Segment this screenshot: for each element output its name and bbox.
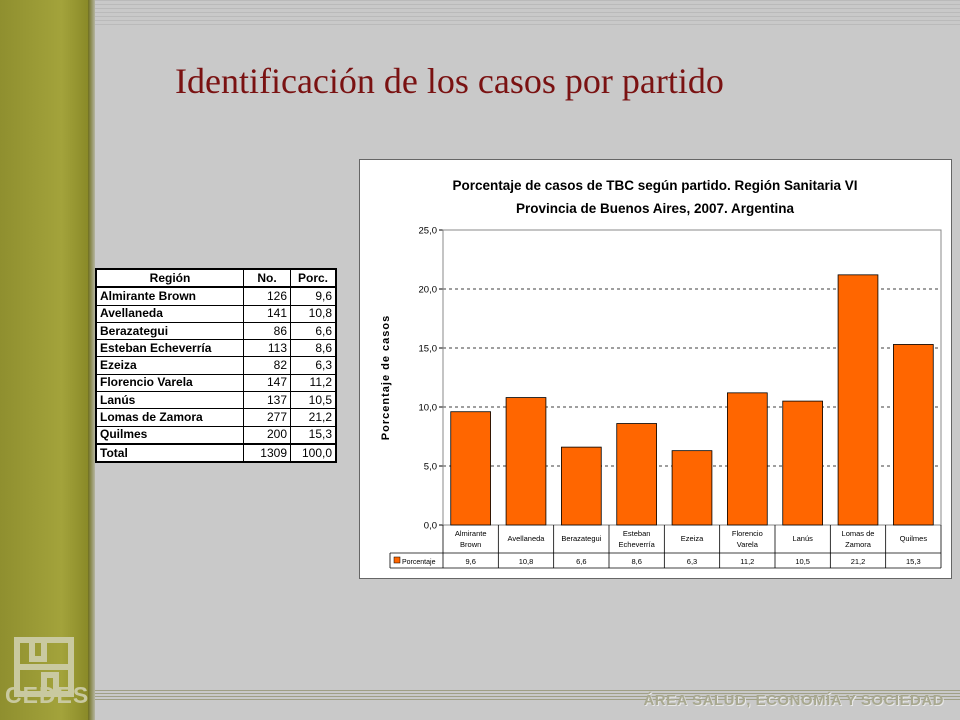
table-cell-region: Ezeiza — [95, 356, 244, 375]
y-tick-label: 20,0 — [419, 285, 438, 296]
table-header-row: Región No. Porc. — [95, 268, 337, 289]
cases-table: Región No. Porc. Almirante Brown 126 9,6 Av… — [95, 268, 337, 464]
x-category-label: Almirante — [455, 529, 487, 538]
table-row: Ezeiza 82 6,3 — [95, 356, 337, 375]
table-cell-porc: 9,6 — [290, 286, 337, 306]
y-tick-label: 15,0 — [419, 344, 438, 355]
slide-title: Identificación de los casos por partido — [175, 61, 724, 101]
table-cell-no: 147 — [243, 373, 291, 393]
table-row: Lomas de Zamora 277 21,2 — [95, 408, 337, 427]
bar-6 — [782, 400, 823, 526]
bar-5 — [727, 392, 768, 526]
chart-subtitle: Provincia de Buenos Aires, 2007. Argenti… — [516, 201, 795, 216]
x-category-label: Quilmes — [900, 534, 928, 543]
table-cell-porc: 6,6 — [290, 321, 337, 341]
x-category-label: Brown — [460, 540, 481, 549]
bar-7 — [837, 274, 879, 526]
table-cell-no: 126 — [243, 286, 291, 306]
table-cell-no: 200 — [243, 425, 291, 445]
x-category-label: Berazategui — [561, 534, 601, 543]
data-value-label: 6,6 — [576, 557, 586, 566]
bar-0 — [450, 411, 491, 526]
data-value-label: 10,5 — [795, 557, 810, 566]
table-cell-porc: 8,6 — [290, 339, 337, 358]
table-cell-no: 137 — [243, 391, 291, 410]
table-row: Esteban Echeverría 113 8,6 — [95, 339, 337, 358]
legend-label: Porcentaje — [402, 559, 436, 566]
y-tick-label: 10,0 — [419, 403, 438, 414]
x-category-label: Echeverría — [619, 540, 656, 549]
table-cell-no: 277 — [243, 408, 291, 427]
column-header: Región — [95, 268, 244, 289]
data-value-label: 11,2 — [740, 557, 754, 566]
footer-text: ÁREA SALUD, ECONOMÍA Y SOCIEDAD — [643, 692, 944, 709]
top-decorative-lines — [95, 0, 960, 26]
table-cell-no: 113 — [243, 339, 291, 358]
sidebar-band — [0, 0, 88, 720]
data-value-label: 15,3 — [906, 557, 921, 566]
table-cell-region: Quilmes — [95, 425, 244, 445]
table-total-label: Total — [95, 442, 244, 463]
table-cell-no: 82 — [243, 356, 291, 375]
table-cell-porc: 10,8 — [290, 304, 337, 323]
x-category-label: Varela — [737, 540, 759, 549]
table-row: Quilmes 200 15,3 — [95, 425, 337, 445]
chart-svg: Porcentaje de casos de TBC según partido… — [380, 178, 942, 569]
table-cell-region: Lomas de Zamora — [95, 408, 244, 427]
table-cell-region: Florencio Varela — [95, 373, 244, 393]
bottom-decorative-lines — [95, 690, 960, 702]
table-cell-region: Esteban Echeverría — [95, 339, 244, 358]
column-header: No. — [243, 268, 291, 289]
x-category-label: Lomas de — [842, 529, 875, 538]
bar-8 — [893, 344, 934, 526]
table-cell-porc: 11,2 — [290, 373, 337, 393]
bar-2 — [561, 446, 602, 526]
y-tick-label: 25,0 — [419, 226, 438, 237]
bar-4 — [671, 450, 713, 526]
x-category-label: Zamora — [845, 540, 872, 549]
table-cell-porc: 6,3 — [290, 356, 337, 375]
column-header: Porc. — [290, 268, 337, 289]
table-row: Avellaneda 141 10,8 — [95, 304, 337, 323]
x-category-label: Florencio — [732, 529, 763, 538]
legend-swatch — [393, 556, 401, 564]
data-value-label: 21,2 — [851, 557, 866, 566]
table-row: Florencio Varela 147 11,2 — [95, 373, 337, 393]
table-cell-region: Berazategui — [95, 321, 244, 341]
table-cell-porc: 15,3 — [290, 425, 337, 445]
table-cell-no: 86 — [243, 321, 291, 341]
y-tick-label: 5,0 — [424, 462, 437, 473]
data-value-label: 10,8 — [519, 557, 534, 566]
x-category-label: Lanús — [792, 534, 813, 543]
chart-title: Porcentaje de casos de TBC según partido… — [452, 178, 857, 193]
y-axis-label: Porcentaje de casos — [380, 315, 392, 440]
table-row: Lanús 137 10,5 — [95, 391, 337, 410]
table-cell-region: Almirante Brown — [95, 286, 244, 306]
table-row: Almirante Brown 126 9,6 — [95, 286, 337, 306]
table-total-porc: 100,0 — [290, 442, 337, 463]
cedes-logo-icon — [14, 637, 74, 697]
table-row: Berazategui 86 6,6 — [95, 321, 337, 341]
data-value-label: 8,6 — [631, 557, 641, 566]
table-cell-porc: 10,5 — [290, 391, 337, 410]
x-category-label: Esteban — [623, 529, 651, 538]
sidebar-edge — [88, 0, 95, 720]
data-value-label: 6,3 — [687, 557, 697, 566]
y-tick-label: 0,0 — [424, 521, 437, 532]
x-category-label: Ezeiza — [681, 534, 704, 543]
table-cell-porc: 21,2 — [290, 408, 337, 427]
bar-1 — [505, 397, 547, 526]
table-total-row: Total 1309 100,0 — [95, 442, 337, 463]
table-cell-region: Avellaneda — [95, 304, 244, 323]
bar-3 — [616, 423, 657, 526]
x-category-label: Avellaneda — [508, 534, 546, 543]
logo-text: CEDES — [5, 682, 90, 708]
table-total-no: 1309 — [243, 442, 291, 463]
table-cell-region: Lanús — [95, 391, 244, 410]
table-cell-no: 141 — [243, 304, 291, 323]
data-value-label: 9,6 — [465, 557, 475, 566]
bar-chart: Porcentaje de casos de TBC según partido… — [359, 159, 952, 579]
